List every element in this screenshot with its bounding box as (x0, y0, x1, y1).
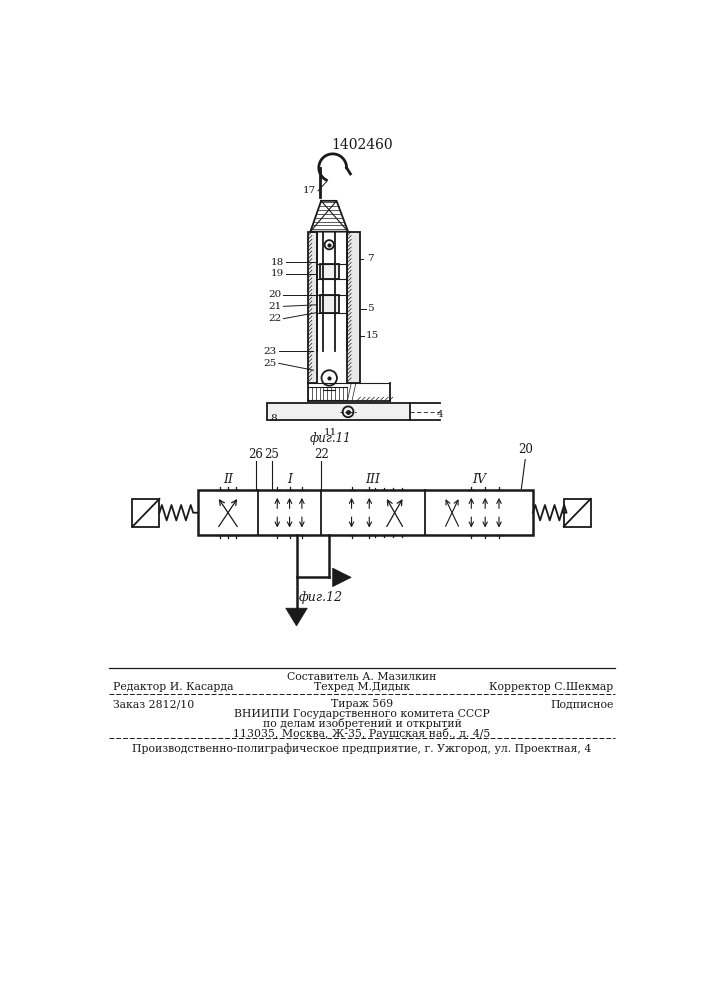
Text: Составитель А. Мазилкин: Составитель А. Мазилкин (287, 672, 437, 682)
Text: I: I (287, 473, 292, 486)
Text: 17: 17 (303, 186, 316, 195)
Text: Редактор И. Касарда: Редактор И. Касарда (113, 682, 234, 692)
Text: 23: 23 (263, 347, 276, 356)
Bar (198, 490, 533, 535)
Text: по делам изобретений и открытий: по делам изобретений и открытий (262, 718, 462, 729)
Text: 20: 20 (268, 290, 281, 299)
Text: III: III (366, 473, 380, 486)
Bar (563, 499, 590, 527)
Text: 11: 11 (324, 428, 337, 437)
Text: 21: 21 (268, 302, 281, 311)
Text: Корректор С.Шекмар: Корректор С.Шекмар (489, 682, 614, 692)
Text: 25: 25 (264, 448, 279, 461)
Text: фиг.12: фиг.12 (299, 591, 343, 604)
Text: 25: 25 (263, 359, 276, 368)
Text: Производственно-полиграфическое предприятие, г. Ужгород, ул. Проектная, 4: Производственно-полиграфическое предприя… (132, 743, 592, 754)
Bar (132, 499, 160, 527)
Text: Техред М.Дидык: Техред М.Дидык (314, 682, 410, 692)
Text: 5: 5 (368, 304, 374, 313)
Bar (267, 403, 409, 420)
Text: II: II (223, 473, 233, 486)
Text: IV: IV (472, 473, 486, 486)
Text: Заказ 2812/10: Заказ 2812/10 (113, 699, 194, 709)
Text: 22: 22 (268, 314, 281, 323)
Text: фиг.11: фиг.11 (310, 432, 351, 445)
Bar (308, 232, 317, 383)
Text: Тираж 569: Тираж 569 (331, 699, 393, 709)
Text: 4: 4 (437, 410, 443, 419)
Text: 7: 7 (368, 254, 374, 263)
Text: 22: 22 (314, 448, 329, 461)
Bar (347, 232, 360, 383)
Text: 19: 19 (271, 269, 284, 278)
Text: 113035, Москва, Ж-35, Раушская наб., д. 4/5: 113035, Москва, Ж-35, Раушская наб., д. … (233, 728, 491, 739)
Text: 18: 18 (271, 258, 284, 267)
Polygon shape (286, 608, 308, 626)
Text: 26: 26 (248, 448, 263, 461)
Polygon shape (333, 568, 351, 587)
Text: 20: 20 (518, 443, 532, 456)
Bar (320, 264, 339, 279)
Text: ВНИИПИ Государственного комитета СССР: ВНИИПИ Государственного комитета СССР (234, 709, 490, 719)
Text: 1402460: 1402460 (331, 138, 393, 152)
Text: 15: 15 (366, 331, 379, 340)
Text: 8: 8 (270, 414, 276, 423)
Bar (320, 295, 339, 312)
Text: Подписное: Подписное (550, 699, 614, 709)
